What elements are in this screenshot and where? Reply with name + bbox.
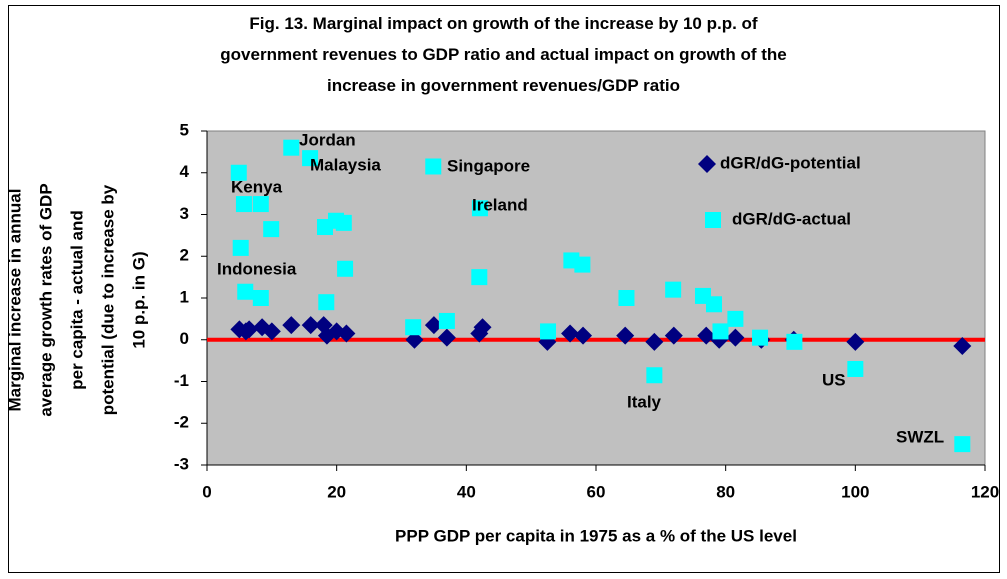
point bbox=[574, 326, 593, 345]
annotation: Italy bbox=[627, 392, 662, 411]
point bbox=[705, 296, 722, 313]
y-tick-label: -2 bbox=[174, 413, 189, 432]
point bbox=[237, 283, 254, 300]
point bbox=[337, 260, 354, 277]
x-tick-label: 0 bbox=[202, 482, 211, 501]
point bbox=[282, 316, 301, 335]
annotation: Singapore bbox=[447, 156, 530, 175]
point bbox=[263, 221, 280, 238]
point bbox=[424, 316, 443, 335]
point bbox=[786, 333, 803, 350]
point bbox=[953, 337, 972, 356]
x-tick-label: 120 bbox=[971, 482, 999, 501]
point bbox=[438, 312, 455, 329]
point bbox=[337, 324, 356, 343]
point bbox=[232, 239, 249, 256]
point bbox=[752, 329, 769, 346]
point bbox=[846, 332, 865, 351]
point bbox=[283, 139, 300, 156]
x-tick-label: 100 bbox=[841, 482, 869, 501]
point bbox=[235, 196, 252, 213]
point bbox=[540, 323, 557, 340]
y-tick-label: 5 bbox=[180, 120, 189, 139]
point bbox=[230, 164, 247, 181]
point bbox=[262, 322, 281, 341]
point bbox=[727, 310, 744, 327]
chart-title: Fig. 13. Marginal impact on growth of th… bbox=[220, 14, 787, 95]
y-tick-label: -1 bbox=[174, 371, 189, 390]
point bbox=[302, 150, 319, 167]
y-tick-label: 3 bbox=[180, 204, 189, 223]
plot-area bbox=[206, 130, 986, 466]
point bbox=[473, 318, 492, 337]
y-tick-label: 0 bbox=[180, 329, 189, 348]
annotation: Indonesia bbox=[217, 259, 297, 278]
point bbox=[561, 324, 580, 343]
y-tick-label: 2 bbox=[180, 246, 189, 265]
point bbox=[252, 290, 269, 306]
point bbox=[645, 332, 664, 351]
annotation: Kenya bbox=[231, 177, 283, 196]
point bbox=[471, 269, 488, 286]
legend-marker bbox=[698, 155, 716, 173]
point bbox=[405, 319, 422, 336]
y-tick-label: 4 bbox=[180, 162, 190, 181]
x-tick-label: 80 bbox=[716, 482, 735, 501]
annotation: SWZL bbox=[896, 427, 944, 446]
point bbox=[318, 294, 335, 311]
legend-label: dGR/dG-actual bbox=[732, 209, 851, 228]
x-tick-label: 60 bbox=[587, 482, 606, 501]
point bbox=[437, 328, 456, 347]
point bbox=[574, 256, 591, 273]
point bbox=[618, 290, 635, 306]
legend-label: dGR/dG-potential bbox=[720, 153, 861, 172]
x-tick-label: 20 bbox=[327, 482, 346, 501]
annotation: Malaysia bbox=[310, 155, 381, 174]
x-tick-label: 40 bbox=[457, 482, 476, 501]
annotation: Jordan bbox=[299, 130, 356, 149]
point bbox=[646, 367, 663, 384]
point bbox=[471, 200, 488, 217]
point bbox=[665, 281, 682, 298]
annotation: US bbox=[822, 370, 846, 389]
point bbox=[301, 316, 320, 335]
point bbox=[664, 326, 683, 345]
point bbox=[616, 326, 635, 345]
point bbox=[425, 158, 442, 175]
point bbox=[405, 330, 424, 349]
point bbox=[726, 328, 745, 347]
point bbox=[335, 214, 352, 231]
point bbox=[240, 320, 259, 339]
y-tick-label: 1 bbox=[180, 287, 189, 306]
point bbox=[954, 436, 971, 453]
point bbox=[712, 323, 729, 340]
chart-frame bbox=[8, 5, 1000, 573]
y-tick-label: -3 bbox=[174, 454, 189, 473]
point bbox=[252, 196, 269, 213]
legend-marker bbox=[705, 212, 721, 228]
x-axis-label: PPP GDP per capita in 1975 as a % of the… bbox=[395, 526, 797, 545]
annotation: Ireland bbox=[472, 195, 528, 214]
point bbox=[847, 360, 864, 377]
